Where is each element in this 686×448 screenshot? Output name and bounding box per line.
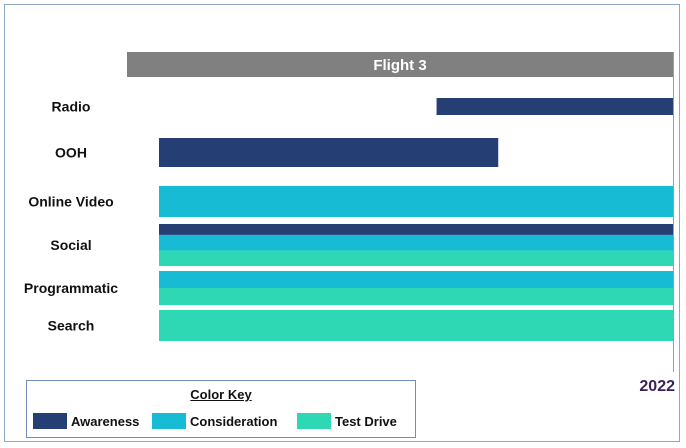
bar-consideration: [159, 271, 673, 288]
test-drive-swatch: [297, 413, 331, 429]
legend-label: Awareness: [71, 413, 140, 429]
bar-awareness: [159, 138, 499, 167]
category-label: Online Video: [28, 194, 113, 210]
legend-item-awareness: Awareness: [33, 411, 139, 431]
end-year-label: 2022: [639, 378, 675, 395]
bar-consideration: [159, 234, 673, 251]
flight-header-label: Flight 3: [373, 57, 426, 74]
legend-label: Test Drive: [335, 413, 397, 429]
header-layer: Flight 3: [127, 52, 673, 77]
category-label: Programmatic: [24, 280, 118, 296]
category-label: OOH: [55, 145, 87, 161]
legend-label: Consideration: [190, 413, 278, 429]
category-label: Radio: [52, 99, 91, 115]
legend-row: Awareness Consideration Test Drive: [33, 411, 413, 431]
color-key-title: Color Key: [190, 387, 252, 402]
legend-item-consideration: Consideration: [152, 411, 277, 431]
bar-test-drive: [159, 310, 673, 341]
end-layer: 2022: [639, 52, 675, 395]
bar-consideration: [159, 186, 673, 217]
category-label: Social: [50, 237, 91, 253]
legend-item-test-drive: Test Drive: [297, 411, 397, 431]
bar-awareness: [159, 224, 673, 235]
bar-layer: [159, 98, 673, 341]
color-key: Color Key Awareness Consideration Test D…: [26, 380, 416, 438]
flight-header-bar: [127, 52, 673, 77]
awareness-swatch: [33, 413, 67, 429]
category-label: Search: [48, 318, 95, 334]
category-labels: Radio OOH Online Video Social Programmatic Se…: [24, 99, 118, 334]
bar-test-drive: [159, 288, 673, 305]
bar-test-drive: [159, 250, 673, 266]
bar-awareness: [436, 98, 673, 115]
consideration-swatch: [152, 413, 186, 429]
